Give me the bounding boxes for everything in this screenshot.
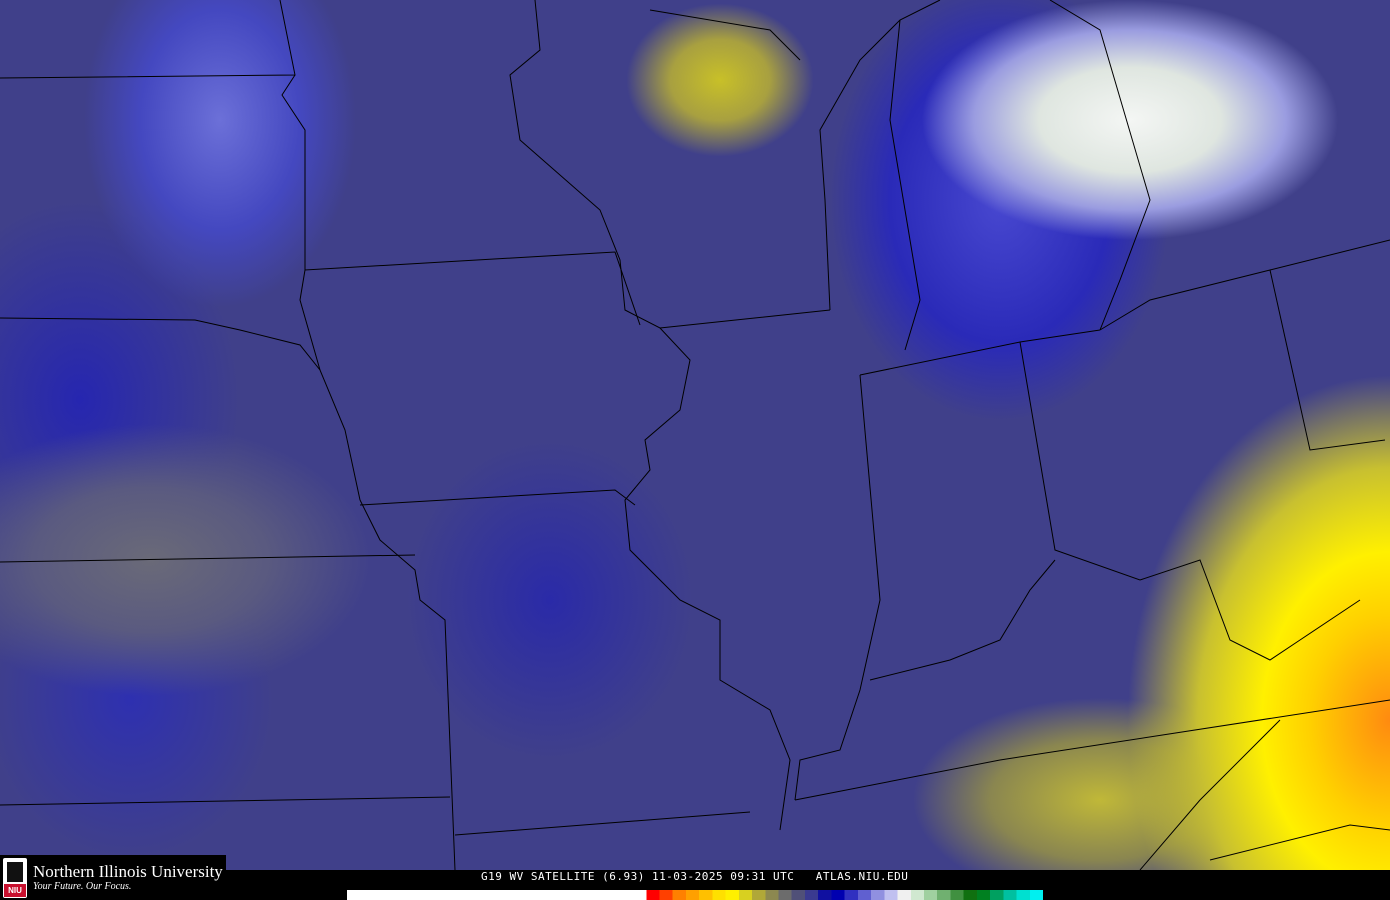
- water-vapor-satellite-image: [0, 0, 1390, 870]
- border-line: [1049, 0, 1151, 331]
- border-line: [889, 19, 921, 351]
- border-line: [454, 811, 751, 836]
- border-line: [649, 9, 801, 61]
- border-line: [359, 489, 636, 506]
- border-line: [869, 559, 1056, 681]
- state-borders: [0, 0, 1390, 870]
- color-scale-bar: [347, 890, 1043, 900]
- border-line: [794, 374, 881, 801]
- border-line: [0, 796, 451, 806]
- border-line: [509, 0, 831, 329]
- border-line: [0, 0, 296, 79]
- border-line: [1099, 269, 1386, 451]
- border-line: [281, 74, 641, 326]
- border-line: [794, 699, 1390, 801]
- border-line: [859, 329, 1101, 376]
- border-line: [819, 0, 941, 311]
- niu-logo: NIU Northern Illinois University Your Fu…: [0, 855, 226, 900]
- border-line: [1209, 824, 1390, 861]
- university-name: Northern Illinois University: [33, 862, 223, 881]
- border-line: [0, 317, 456, 870]
- border-line: [624, 327, 791, 831]
- border-line: [0, 554, 416, 563]
- border-line: [299, 269, 321, 371]
- border-line: [1139, 719, 1281, 870]
- niu-shield-icon: NIU: [3, 857, 27, 898]
- image-caption: G19 WV SATELLITE (6.93) 11-03-2025 09:31…: [481, 870, 909, 883]
- university-tagline: Your Future. Our Focus.: [33, 881, 132, 892]
- niu-badge: NIU: [4, 883, 26, 897]
- border-line: [1019, 341, 1361, 661]
- border-line: [1269, 239, 1390, 271]
